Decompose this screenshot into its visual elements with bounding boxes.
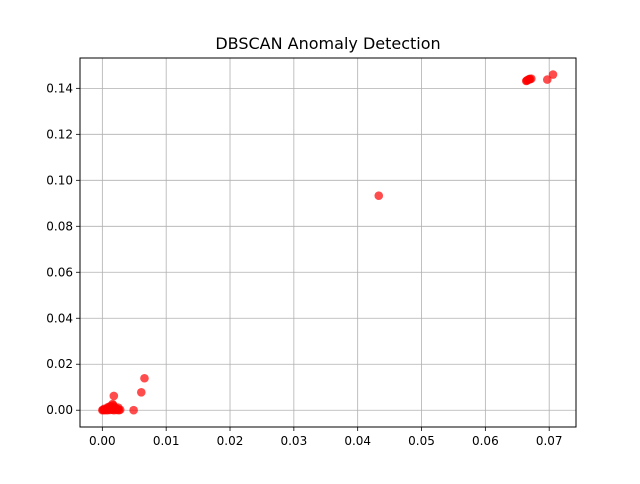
y-axis-ticks: 0.00 0.02 0.04 0.06 0.08 0.10 0.12 0.14 — [46, 81, 80, 417]
grid-lines — [80, 58, 576, 427]
y-tick-label: 0.04 — [46, 311, 73, 325]
y-tick-label: 0.10 — [46, 173, 73, 187]
plot-frame — [79, 57, 577, 428]
x-tick-label: 0.04 — [344, 434, 371, 448]
data-point — [129, 405, 138, 415]
data-points — [98, 70, 558, 415]
y-tick-label: 0.00 — [46, 403, 73, 417]
data-point — [542, 75, 552, 84]
plot-background — [80, 58, 576, 427]
data-point — [106, 404, 115, 413]
data-point — [98, 405, 108, 415]
chart-title: DBSCAN Anomaly Detection — [215, 34, 440, 53]
data-point — [136, 387, 146, 397]
data-point — [109, 391, 119, 401]
x-tick-label: 0.05 — [408, 434, 435, 448]
data-point — [548, 70, 558, 79]
y-tick-label: 0.02 — [46, 357, 73, 371]
data-point — [140, 373, 149, 383]
x-tick-label: 0.03 — [280, 434, 307, 448]
y-tick-label: 0.12 — [46, 127, 73, 141]
y-tick-label: 0.08 — [46, 219, 73, 233]
x-tick-label: 0.00 — [89, 434, 116, 448]
x-axis-ticks: 0.00 0.01 0.02 0.03 0.04 0.05 0.06 0.07 — [89, 427, 563, 448]
y-tick-label: 0.14 — [46, 81, 73, 95]
data-point — [525, 74, 534, 84]
x-tick-label: 0.06 — [472, 434, 499, 448]
x-tick-label: 0.01 — [153, 434, 180, 448]
x-tick-label: 0.07 — [536, 434, 563, 448]
data-point — [374, 191, 384, 201]
x-tick-label: 0.02 — [217, 434, 244, 448]
y-tick-label: 0.06 — [46, 265, 73, 279]
